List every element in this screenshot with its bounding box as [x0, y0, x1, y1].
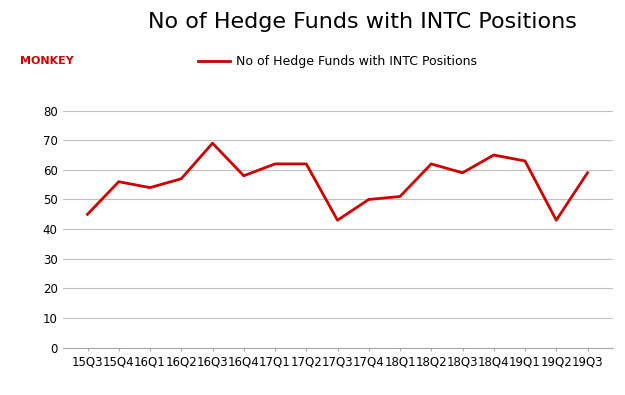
Text: MONKEY: MONKEY [20, 56, 74, 66]
Text: INSIDER: INSIDER [22, 24, 72, 34]
Legend: No of Hedge Funds with INTC Positions: No of Hedge Funds with INTC Positions [193, 51, 482, 73]
Text: No of Hedge Funds with INTC Positions: No of Hedge Funds with INTC Positions [148, 12, 577, 32]
